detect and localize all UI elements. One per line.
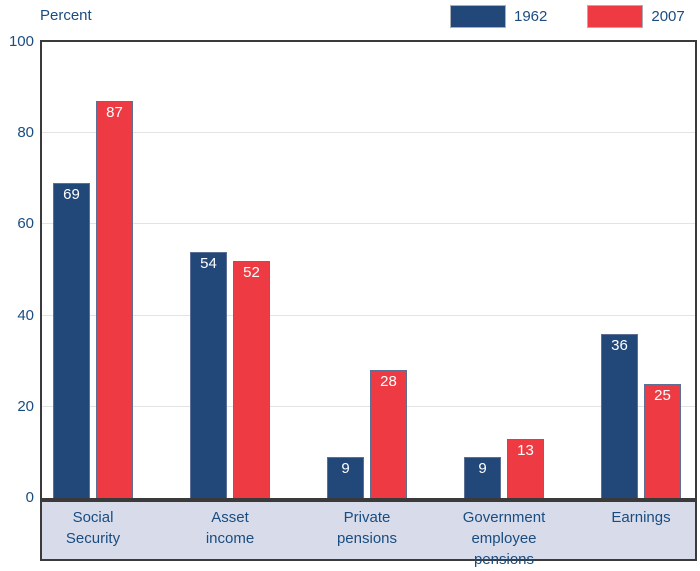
legend-label: 1962 [514, 7, 548, 25]
y-axis-tick-label: 40 [17, 306, 34, 324]
bar-1962-earnings: 36 [601, 333, 638, 498]
category-label-line: Earnings [611, 509, 671, 526]
category-label-line: income [205, 530, 255, 547]
category-label-line: Asset [211, 509, 249, 526]
category-label-asset-income: Asset income [160, 507, 300, 549]
bar-value-label: 9 [341, 459, 350, 477]
gridline [42, 132, 695, 134]
category-label-social-security: Social Security [23, 507, 163, 549]
gridline [42, 405, 695, 407]
y-axis-tick-label: 20 [17, 397, 34, 415]
bar-2007-social-security: 87 [96, 101, 133, 498]
chart-legend: 1962 2007 [450, 5, 685, 28]
bar-value-label: 36 [611, 336, 628, 354]
bar-value-label: 28 [380, 373, 397, 391]
legend-item-2007: 2007 [587, 5, 685, 28]
legend-swatch-2007 [587, 5, 644, 28]
category-label-private-pensions: Private pensions [297, 507, 437, 549]
category-label-line: Government [462, 509, 546, 526]
bar-1962-asset-income: 54 [190, 251, 227, 498]
bar-2007-asset-income: 52 [233, 260, 270, 498]
y-axis-tick-label: 100 [8, 33, 34, 50]
category-label-line: employee [471, 530, 537, 547]
y-axis-tick-label: 60 [17, 215, 34, 233]
bar-1962-government-employee-pensions: 9 [464, 456, 501, 498]
bar-value-label: 69 [63, 186, 80, 204]
bar-1962-private-pensions: 9 [327, 456, 364, 498]
bar-2007-private-pensions: 28 [370, 370, 407, 498]
category-label-line: Security [65, 530, 121, 547]
category-label-government-employee-pensions: Government employee pensions [434, 507, 574, 570]
gridline [42, 223, 695, 225]
category-label-line: Private [343, 509, 391, 526]
bar-2007-government-employee-pensions: 13 [507, 438, 544, 498]
legend-item-1962: 1962 [450, 5, 547, 28]
bar-1962-social-security: 69 [53, 183, 90, 498]
bar-value-label: 87 [106, 104, 123, 122]
legend-swatch-1962 [450, 5, 506, 28]
category-label-line: pensions [473, 551, 535, 568]
category-label-earnings: Earnings [571, 507, 700, 528]
legend-label: 2007 [651, 7, 685, 25]
y-axis-tick-label: 80 [17, 124, 34, 142]
category-label-line: pensions [336, 530, 398, 547]
bar-value-label: 9 [478, 459, 487, 477]
bar-value-label: 25 [654, 387, 671, 404]
category-label-line: Social [72, 509, 114, 526]
y-axis-tick-label: 0 [25, 489, 34, 506]
gridline [42, 314, 695, 316]
plot-area: 69 87 54 52 9 28 9 13 36 25 [40, 40, 697, 500]
bar-value-label: 52 [243, 263, 260, 281]
bar-value-label: 54 [200, 254, 217, 272]
bar-2007-earnings: 25 [644, 384, 681, 498]
category-axis-band: Social Security Asset income Private pensions… [40, 500, 700, 568]
bar-value-label: 13 [517, 441, 534, 459]
y-axis-title: Percent [40, 7, 92, 24]
